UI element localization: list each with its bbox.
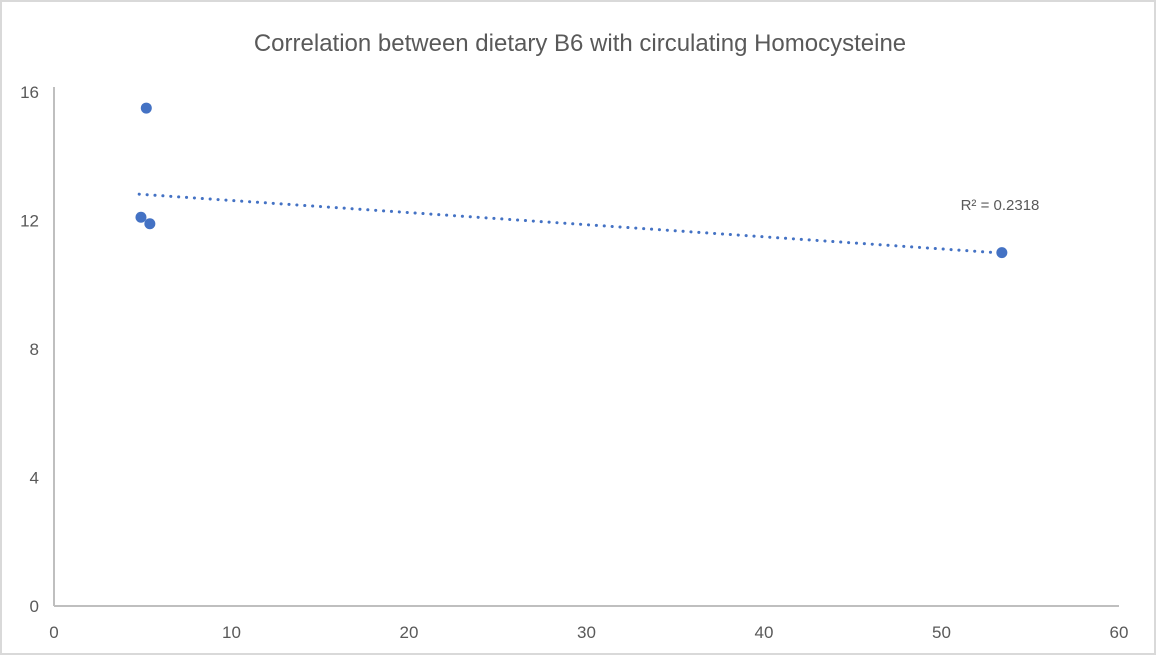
x-tick-label: 20 — [400, 623, 419, 642]
y-axis-tick-labels: 0 4 8 12 16 — [20, 83, 39, 616]
x-tick-label: 0 — [49, 623, 58, 642]
y-tick-label: 0 — [30, 597, 39, 616]
x-tick-label: 50 — [932, 623, 951, 642]
axes — [53, 87, 1119, 607]
x-tick-label: 40 — [755, 623, 774, 642]
data-points-group — [135, 102, 1008, 259]
data-point[interactable] — [135, 211, 147, 223]
x-tick-label: 60 — [1110, 623, 1129, 642]
data-point[interactable] — [144, 218, 156, 230]
chart-title: Correlation between dietary B6 with circ… — [254, 30, 906, 57]
y-tick-label: 4 — [30, 469, 39, 488]
trendline[interactable] — [137, 192, 1004, 255]
x-tick-label: 30 — [577, 623, 596, 642]
r-squared-label: R² = 0.2318 — [961, 197, 1040, 214]
y-tick-label: 12 — [20, 212, 39, 231]
data-point[interactable] — [140, 102, 152, 114]
x-tick-label: 10 — [222, 623, 241, 642]
trendline-group — [137, 192, 1004, 255]
y-tick-label: 8 — [30, 340, 39, 359]
x-axis-tick-labels: 0 10 20 30 40 50 60 — [49, 623, 1128, 642]
data-point[interactable] — [996, 247, 1008, 259]
y-tick-label: 16 — [20, 83, 39, 102]
